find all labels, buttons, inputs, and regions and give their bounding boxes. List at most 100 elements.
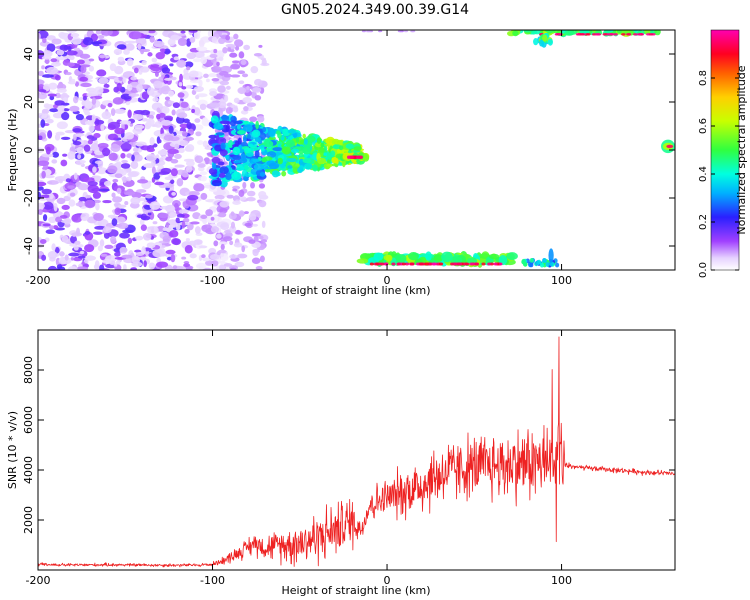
band-energy — [292, 132, 298, 138]
top-band-core — [580, 33, 585, 36]
noise-speckle — [163, 134, 174, 141]
noise-speckle — [109, 63, 117, 72]
noise-speckle — [79, 183, 88, 188]
top-band — [533, 38, 539, 46]
noise-speckle — [41, 50, 53, 58]
noise-speckle — [140, 145, 151, 151]
noise-speckle — [220, 243, 225, 251]
bottom-band-core — [432, 262, 437, 266]
noise-speckle — [181, 256, 187, 260]
noise-speckle — [151, 102, 163, 111]
noise-speckle — [103, 83, 110, 89]
noise-speckle — [112, 97, 124, 105]
colorbar-tick-label: 0.8 — [698, 70, 709, 86]
noise-speckle — [103, 180, 112, 187]
noise-speckle — [250, 182, 256, 189]
noise-speckle — [248, 239, 256, 244]
top-band — [403, 30, 409, 33]
noise-speckle — [182, 217, 190, 223]
peak-core — [358, 155, 364, 159]
noise-speckle — [161, 106, 170, 114]
band-energy — [331, 163, 338, 167]
noise-speckle — [199, 103, 207, 111]
snr-xtick-label: 100 — [551, 574, 572, 587]
noise-speckle — [159, 48, 166, 53]
band-energy — [255, 120, 259, 130]
spectrogram-ytick-label: -20 — [22, 189, 35, 207]
noise-speckle — [68, 252, 80, 257]
noise-speckle — [72, 128, 82, 133]
noise-speckle — [107, 214, 116, 218]
noise-speckle — [185, 237, 190, 242]
noise-speckle — [170, 254, 176, 263]
noise-speckle — [39, 194, 51, 199]
top-band — [361, 30, 367, 33]
noise-speckle — [232, 188, 238, 192]
top-band — [523, 30, 534, 33]
noise-speckle — [136, 83, 143, 93]
noise-speckle — [107, 165, 118, 174]
noise-speckle — [114, 251, 121, 257]
noise-speckle — [47, 265, 58, 270]
noise-speckle — [198, 79, 203, 87]
band-energy — [303, 163, 313, 170]
noise-speckle — [72, 141, 82, 146]
noise-speckle — [54, 246, 60, 254]
band-energy — [262, 156, 273, 161]
noise-speckle — [123, 264, 127, 270]
noise-speckle — [47, 93, 57, 97]
noise-speckle — [117, 204, 127, 208]
noise-speckle — [225, 35, 231, 41]
top-band-core — [637, 33, 642, 36]
band-energy — [246, 134, 251, 140]
band-energy — [282, 128, 290, 137]
noise-speckle — [38, 89, 47, 93]
noise-speckle — [230, 137, 238, 141]
noise-speckle — [59, 251, 65, 257]
spectrogram-ytick-label: -40 — [22, 237, 35, 255]
bottom-band — [425, 251, 432, 261]
noise-speckle — [42, 223, 51, 227]
band-energy — [225, 154, 230, 160]
top-band — [542, 34, 548, 42]
noise-speckle — [38, 208, 43, 215]
noise-speckle — [132, 31, 142, 39]
bottom-band — [521, 258, 526, 264]
noise-speckle — [38, 93, 48, 100]
noise-speckle — [217, 249, 227, 254]
colorbar-tick-label: 0.2 — [698, 214, 709, 230]
band-energy — [208, 167, 218, 175]
noise-speckle — [73, 96, 79, 104]
noise-speckle — [192, 58, 202, 63]
noise-speckle — [68, 199, 76, 207]
band-energy — [287, 136, 295, 140]
noise-speckle — [54, 74, 61, 81]
snr-panel: -200 -100 0 100 2000 4000 6000 8000 Height of s… — [6, 329, 676, 597]
band-energy — [252, 158, 260, 163]
noise-speckle — [137, 43, 142, 50]
noise-speckle — [205, 209, 213, 217]
noise-speckle — [87, 184, 99, 194]
noise-speckle — [60, 136, 71, 141]
noise-speckle — [101, 147, 111, 157]
band-energy — [211, 162, 217, 170]
noise-speckle — [194, 226, 201, 234]
noise-speckle — [118, 77, 124, 81]
band-energy — [254, 136, 262, 142]
bottom-band — [529, 262, 534, 268]
noise-speckle — [244, 222, 252, 227]
band-energy — [336, 139, 343, 146]
noise-speckle — [128, 175, 132, 181]
noise-speckle — [46, 66, 59, 75]
noise-speckle — [121, 159, 128, 164]
noise-speckle — [96, 69, 107, 77]
noise-speckle — [116, 187, 122, 194]
band-energy — [311, 164, 318, 171]
noise-speckle — [216, 30, 221, 33]
noise-speckle — [41, 55, 52, 60]
band-energy — [211, 156, 221, 164]
noise-speckle — [242, 96, 253, 104]
band-energy — [275, 130, 281, 135]
noise-speckle — [92, 191, 102, 199]
noise-speckle — [200, 56, 208, 65]
